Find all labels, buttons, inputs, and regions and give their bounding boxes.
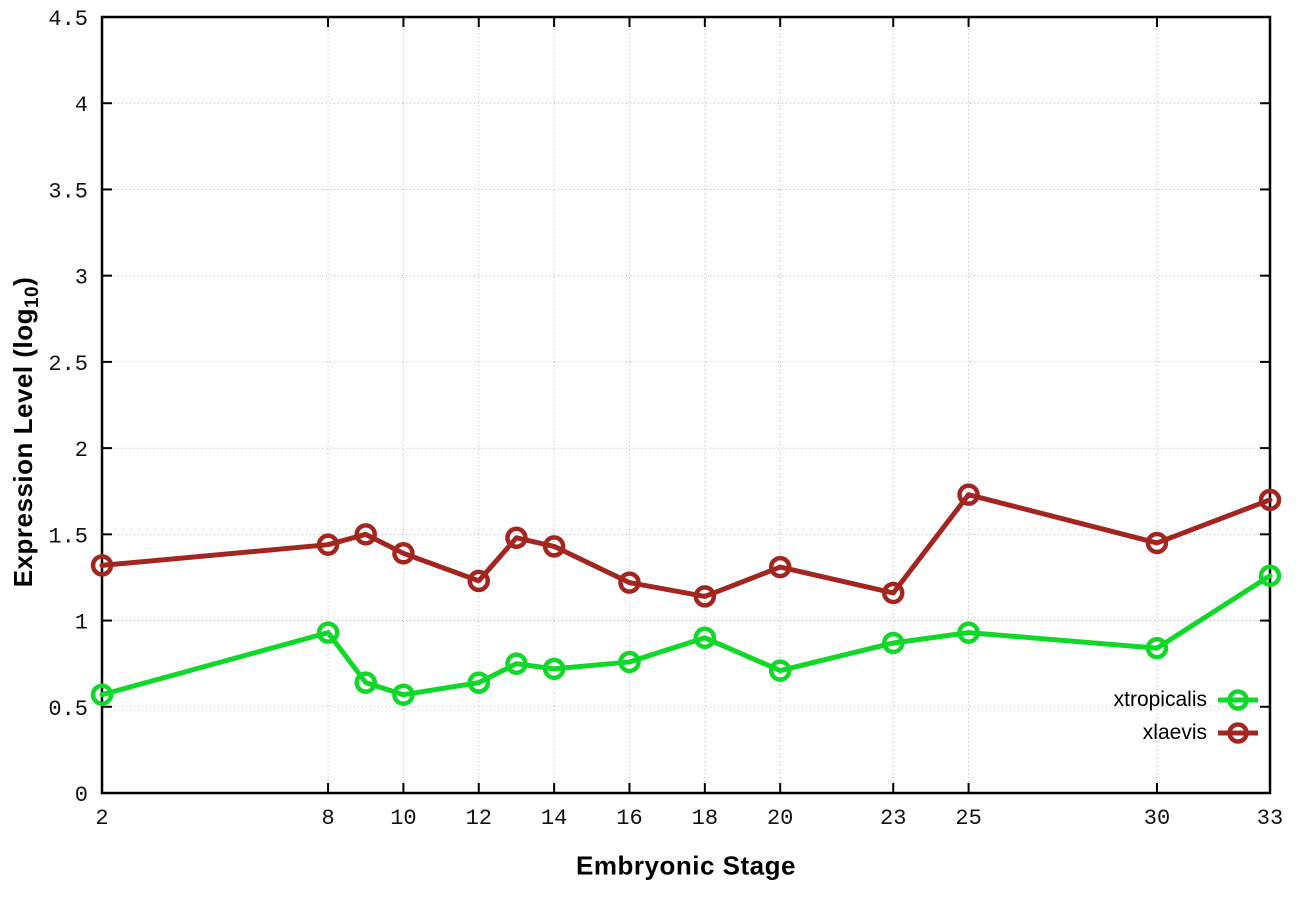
legend-entry-xlaevis: xlaevis <box>1143 716 1260 749</box>
data-point-xlaevis <box>618 571 641 594</box>
y-tick-label: 4 <box>75 93 88 118</box>
x-tick-label: 8 <box>321 806 334 831</box>
legend-marker-xtropicalis <box>1218 688 1258 711</box>
data-point-xtropicalis <box>392 683 415 706</box>
data-point-xlaevis <box>90 554 114 577</box>
x-tick-label: 12 <box>466 806 492 831</box>
data-point-xtropicalis <box>693 626 717 650</box>
y-tick-label: 0.5 <box>48 697 88 722</box>
x-tick-label: 18 <box>692 806 718 831</box>
x-axis-title: Embryonic Stage <box>576 850 796 881</box>
data-point-xtropicalis <box>957 621 980 644</box>
x-tick-label: 2 <box>95 806 108 831</box>
data-point-xlaevis <box>542 535 566 558</box>
y-axis-title-close: ) <box>7 276 38 286</box>
x-tick-label: 20 <box>767 806 793 831</box>
data-point-xlaevis <box>467 569 491 593</box>
x-tick-label: 14 <box>541 806 567 831</box>
data-point-xlaevis <box>392 542 415 565</box>
data-point-xlaevis <box>1145 531 1169 555</box>
legend-label-xlaevis: xlaevis <box>1142 720 1207 744</box>
series-line-xtropicalis <box>99 573 1273 698</box>
y-tick-label: 2.5 <box>48 352 88 377</box>
data-point-xtropicalis <box>542 657 566 681</box>
data-point-xtropicalis <box>1145 636 1169 660</box>
y-tick-label: 4.5 <box>48 7 88 32</box>
data-point-xtropicalis <box>354 671 377 694</box>
y-tick-label: 1 <box>75 611 88 636</box>
data-point-xtropicalis <box>768 659 792 682</box>
series-line-xlaevis <box>99 492 1273 599</box>
data-point-xtropicalis <box>90 683 114 706</box>
data-point-xtropicalis <box>467 671 491 694</box>
y-tick-label: 1.5 <box>48 524 88 549</box>
data-point-xlaevis <box>768 555 792 579</box>
y-axis-title: Expression Level (log10) <box>8 277 44 588</box>
data-point-xtropicalis <box>1258 564 1282 587</box>
data-point-xlaevis <box>505 526 528 550</box>
legend-entry-xtropicalis: xtropicalis <box>1114 683 1260 716</box>
y-tick-label: 2 <box>75 438 88 463</box>
data-point-xtropicalis <box>881 631 905 655</box>
y-tick-label: 3 <box>75 266 88 291</box>
data-point-xlaevis <box>354 523 377 546</box>
legend-label-xtropicalis: xtropicalis <box>1113 687 1207 711</box>
y-tick-label: 0 <box>75 783 88 808</box>
x-tick-label: 25 <box>955 806 981 831</box>
x-tick-label: 23 <box>880 806 906 831</box>
x-tick-label: 33 <box>1257 806 1283 831</box>
legend: xtropicalis xlaevis <box>1114 683 1260 749</box>
data-point-xlaevis <box>881 581 905 605</box>
data-point-xlaevis <box>316 533 340 556</box>
plot-border <box>100 15 1272 795</box>
data-point-xtropicalis <box>316 621 340 644</box>
data-point-xtropicalis <box>505 652 528 675</box>
data-point-xtropicalis <box>618 650 641 674</box>
y-axis-title-sub: 10 <box>22 285 44 309</box>
x-tick-label: 10 <box>390 806 416 831</box>
data-point-xlaevis <box>957 483 980 506</box>
data-point-xlaevis <box>693 585 717 608</box>
y-tick-label: 3.5 <box>48 179 88 204</box>
legend-marker-xlaevis <box>1218 721 1258 744</box>
y-axis-title-main: Expression Level (log <box>7 308 38 588</box>
x-tick-label: 30 <box>1144 806 1170 831</box>
x-tick-label: 16 <box>616 806 642 831</box>
data-point-xlaevis <box>1258 488 1282 512</box>
